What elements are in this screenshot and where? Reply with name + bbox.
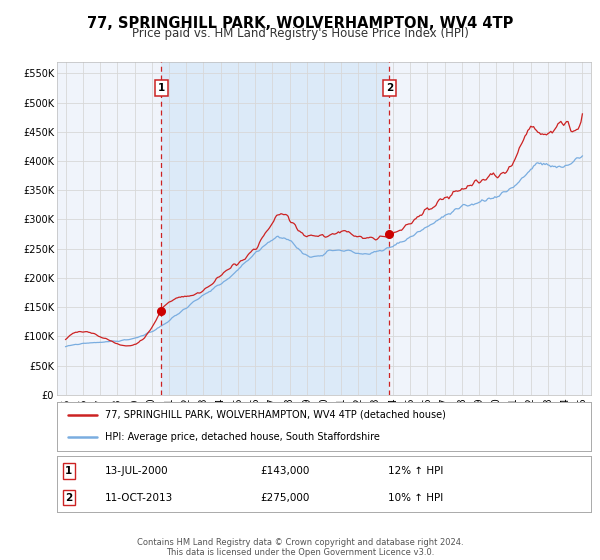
Text: HPI: Average price, detached house, South Staffordshire: HPI: Average price, detached house, Sout… [105, 432, 380, 442]
Text: 1: 1 [65, 466, 73, 476]
Text: 12% ↑ HPI: 12% ↑ HPI [388, 466, 443, 476]
Text: Price paid vs. HM Land Registry's House Price Index (HPI): Price paid vs. HM Land Registry's House … [131, 27, 469, 40]
Text: Contains HM Land Registry data © Crown copyright and database right 2024.
This d: Contains HM Land Registry data © Crown c… [137, 538, 463, 557]
Text: £275,000: £275,000 [260, 493, 309, 503]
Text: 1: 1 [157, 83, 164, 93]
Text: 10% ↑ HPI: 10% ↑ HPI [388, 493, 443, 503]
Text: 2: 2 [65, 493, 73, 503]
Bar [161, 62, 389, 395]
Text: 13-JUL-2000: 13-JUL-2000 [105, 466, 169, 476]
Text: £143,000: £143,000 [260, 466, 309, 476]
Text: 11-OCT-2013: 11-OCT-2013 [105, 493, 173, 503]
Text: 2: 2 [386, 83, 393, 93]
Text: 77, SPRINGHILL PARK, WOLVERHAMPTON, WV4 4TP: 77, SPRINGHILL PARK, WOLVERHAMPTON, WV4 … [87, 16, 513, 31]
Text: 77, SPRINGHILL PARK, WOLVERHAMPTON, WV4 4TP (detached house): 77, SPRINGHILL PARK, WOLVERHAMPTON, WV4 … [105, 410, 446, 420]
